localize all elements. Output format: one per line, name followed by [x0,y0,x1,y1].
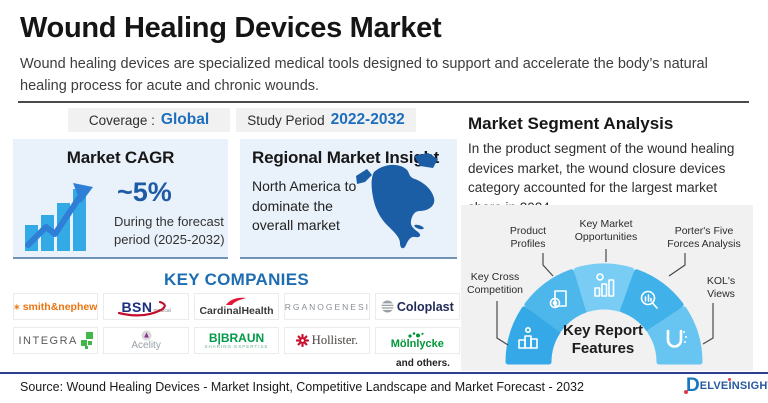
source-text: Source: Wound Healing Devices - Market I… [20,380,584,394]
feature-label-kols-views: KOL's Views [706,275,736,301]
bbraun-text: B|BRAUN [208,330,265,345]
acelity-text: Acelity [131,340,161,351]
market-cagr-box: Market CAGR ~5% During the forecast peri… [13,139,228,259]
logo-cardinal-health: CardinalHealth [193,293,280,320]
delveinsight-i-dot [727,377,731,381]
study-period-box: Study Period 2022-2032 [236,108,416,132]
logo-smith-nephew: smith&nephew [13,293,99,320]
delveinsight-d-mark: D [686,375,700,396]
connector-porters-five-forces [668,253,686,277]
delveinsight-logo: D ELVEINSIGHT [684,375,768,396]
page-title: Wound Healing Devices Market [20,12,442,44]
magnifier-chart-icon [640,290,658,309]
bsn-text: BSN [121,298,153,315]
feature-label-product-profiles: Product Profiles [509,225,547,251]
logo-integra: INTEGRA [13,327,99,354]
logo-acelity: Acelity [103,327,189,354]
smith-nephew-text: smith&nephew [22,300,98,313]
segment-analysis-heading: Market Segment Analysis [468,114,674,133]
coloplast-globe-icon [381,300,394,313]
integra-text: INTEGRA [18,334,78,347]
document-gear-icon [549,290,567,309]
logo-coloplast: Coloplast [374,293,460,320]
feature-label-porters-five-forces: Porter's Five Forces Analysis [667,225,741,251]
coloplast-text: Coloplast [396,299,454,314]
regional-insight-box: Regional Market Insight North America to… [240,139,457,259]
bbraun-sub-text: SHARING EXPERTISE [204,343,269,349]
growth-bar-chart-icon [25,183,93,251]
logo-hollister: Hollister. [284,327,370,354]
hollister-text: Hollister. [311,333,358,347]
delveinsight-red-dot [684,390,688,394]
cagr-heading: Market CAGR [66,148,175,167]
bsn-swoosh-icon [118,300,167,316]
bsn-sub-text: medical [153,307,171,314]
fan-segment-kols-views [647,306,703,365]
coverage-label: Coverage : [88,112,155,128]
key-companies-heading: KEY COMPANIES [164,270,309,289]
cardinal-bird-icon [226,297,247,305]
magnet-icon [666,329,687,348]
footer-divider [0,372,768,374]
page-subtitle: Wound healing devices are specialized me… [20,56,708,94]
coverage-box: Coverage : Global [68,108,230,132]
logo-molnlycke: Mölnlycke [374,327,460,354]
smith-nephew-star-icon [14,303,20,310]
key-report-features-panel: Key Cross Competition Product Profiles K… [461,205,753,371]
fan-segment-key-market-opportunities [573,263,635,312]
fan-segment-product-profiles [524,269,588,332]
molnlycke-dots-icon [408,332,424,338]
and-others-label: and others. [396,358,450,369]
delveinsight-wordmark: ELVEINSIGHT [699,377,768,392]
feature-label-key-market-opportunities: Key Market Opportunities [574,218,638,244]
logo-bsn-medical: BSN medical [103,293,189,320]
report-features-fan-diagram [496,249,714,365]
cagr-caption: During the forecast period (2025-2032) [114,214,225,247]
organogenesis-text: ORGANOGENESIS [284,301,370,312]
acelity-circle-icon [141,330,152,341]
cagr-value: ~5% [117,177,172,207]
study-period-label: Study Period [247,112,325,128]
north-america-map-icon [356,153,438,249]
molnlycke-text: Mölnlycke [390,338,444,350]
connector-key-cross-competition [496,301,509,346]
header-divider [18,101,749,103]
podium-icon [518,327,538,349]
connector-product-profiles [542,253,554,277]
logo-organogenesis: ORGANOGENESIS [284,293,370,320]
company-logo-grid: smith&nephew BSN medical CardinalHealth … [13,293,460,354]
logo-bbraun: B|BRAUN SHARING EXPERTISE [193,327,280,354]
coverage-value: Global [160,111,210,128]
regional-heading: Regional Market Insight [252,148,440,167]
cardinal-health-text: CardinalHealth [199,304,274,317]
feature-label-key-cross-competition: Key Cross Competition [466,271,524,297]
opportunity-chart-icon [594,273,615,297]
hollister-gear-icon [295,334,309,347]
key-report-features-title: Key Report Features [562,322,644,357]
connector-kols-views [702,303,714,345]
segment-analysis-text: In the product segment of the wound heal… [468,141,735,215]
fan-segment-porters-five-forces [620,269,684,332]
integra-blocks-icon [80,331,93,349]
study-period-value: 2022-2032 [330,111,405,128]
regional-text: North America to dominate the overall ma… [252,178,357,234]
